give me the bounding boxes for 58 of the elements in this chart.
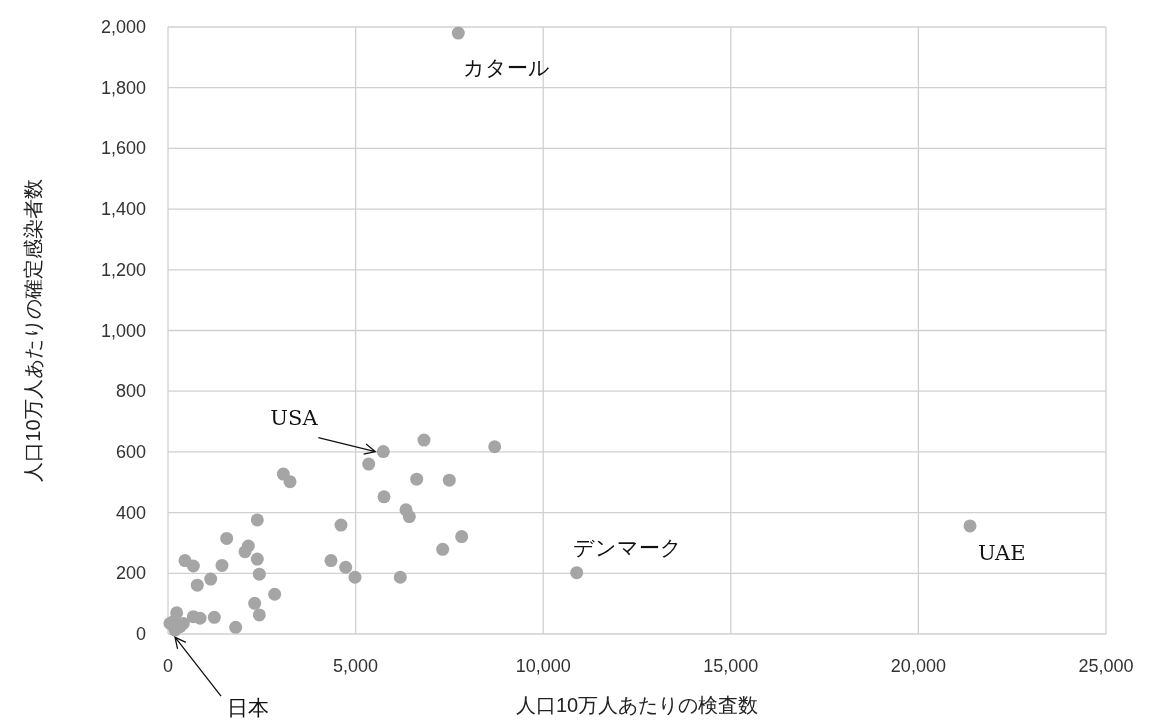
point (252, 567, 266, 581)
point (250, 513, 264, 527)
point (410, 472, 424, 486)
x-axis-title: 人口10万人あたりの検査数 (515, 694, 759, 716)
point (252, 608, 266, 622)
x-tick-label: 25,000 (1078, 656, 1134, 676)
y-axis-title: 人口10万人あたりの確定感染者数 (22, 179, 44, 482)
y-tick-label: 600 (115, 441, 146, 462)
annotation: USA (270, 405, 319, 430)
point (229, 620, 243, 634)
point (250, 552, 264, 566)
point (362, 457, 376, 471)
y-tick-label: 1,000 (100, 320, 146, 341)
point (417, 433, 431, 447)
y-tick-label: 1,600 (100, 138, 146, 159)
point (193, 611, 207, 625)
x-tick-label: 10,000 (515, 656, 571, 676)
point (207, 610, 221, 624)
annotation: 日本 (227, 696, 270, 721)
point (204, 572, 218, 586)
point (215, 558, 229, 572)
point (283, 475, 297, 489)
point (220, 531, 234, 545)
point (186, 559, 200, 573)
point (238, 545, 252, 559)
point (570, 566, 584, 580)
x-tick-label: 5,000 (333, 656, 379, 676)
point (190, 578, 204, 592)
y-tick-label: 1,800 (100, 77, 146, 98)
point (376, 445, 390, 459)
y-tick-label: 0 (135, 624, 146, 644)
x-tick-label: 20,000 (890, 656, 946, 676)
y-tick-label: 800 (115, 381, 146, 402)
x-tick-label: 0 (162, 656, 174, 676)
x-tick-label: 15,000 (703, 656, 759, 676)
point (451, 26, 465, 40)
annotation: カタール (463, 56, 551, 81)
point (455, 530, 469, 544)
y-tick-label: 2,000 (100, 17, 146, 37)
point (348, 570, 362, 584)
y-tick-label: 200 (115, 563, 146, 584)
point (248, 596, 262, 610)
y-tick-label: 1,400 (100, 199, 146, 220)
annotation: デンマーク (572, 535, 682, 560)
point (488, 440, 502, 454)
annotation: UAE (977, 540, 1026, 565)
y-tick-label: 400 (115, 502, 146, 523)
point (393, 570, 407, 584)
point (436, 542, 450, 556)
point (334, 518, 348, 532)
point (963, 519, 977, 533)
point (377, 490, 391, 504)
y-tick-label: 1,200 (100, 259, 146, 280)
point (442, 473, 456, 487)
point (324, 554, 338, 568)
point (402, 510, 416, 524)
point (339, 560, 353, 574)
point (268, 587, 282, 601)
